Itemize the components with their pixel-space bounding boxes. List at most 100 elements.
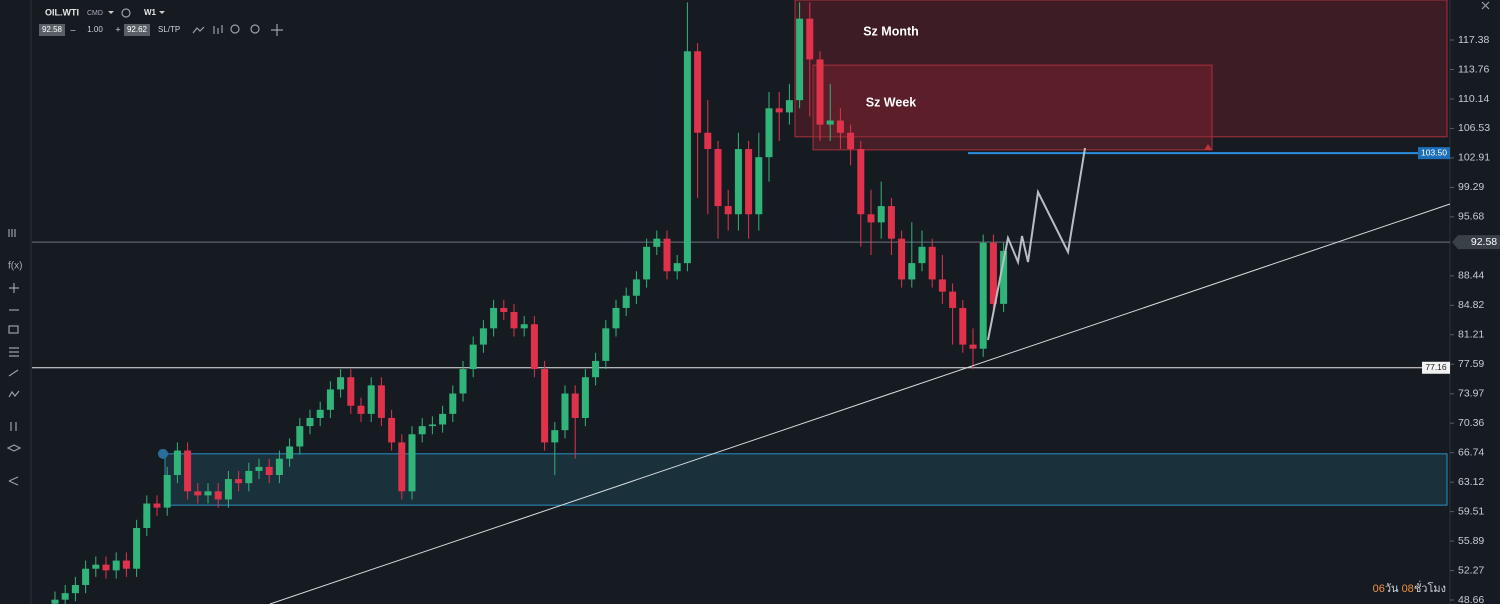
info-icon[interactable] bbox=[121, 8, 131, 18]
dropdown[interactable] bbox=[159, 11, 165, 14]
candle-body bbox=[745, 149, 753, 215]
tool[interactable] bbox=[8, 325, 19, 334]
bid[interactable]: 92.58 bbox=[42, 25, 63, 34]
candle-body bbox=[408, 434, 416, 492]
candle-body bbox=[847, 132, 855, 150]
candle-body bbox=[184, 450, 192, 492]
candle-body bbox=[102, 564, 110, 571]
y-tick-label: 55.89 bbox=[1458, 535, 1484, 547]
candle-body bbox=[388, 417, 396, 443]
candle-body bbox=[133, 527, 141, 569]
y-tick-label: 70.36 bbox=[1458, 417, 1484, 429]
y-tick-label: 77.59 bbox=[1458, 358, 1484, 370]
candle-body bbox=[632, 279, 640, 296]
candle-body bbox=[306, 417, 314, 427]
y-tick-label: 99.29 bbox=[1458, 181, 1484, 193]
y-tick-label: 81.21 bbox=[1458, 329, 1484, 341]
candle-body bbox=[755, 157, 763, 215]
minus[interactable]: – bbox=[70, 24, 75, 34]
candle-body bbox=[836, 120, 844, 133]
candle-body bbox=[979, 242, 987, 349]
tool[interactable] bbox=[8, 229, 16, 237]
candle-body bbox=[826, 120, 834, 125]
candle-body bbox=[500, 307, 508, 313]
candle-body bbox=[530, 324, 538, 370]
y-tick-label: 48.66 bbox=[1458, 594, 1484, 604]
candle-body bbox=[490, 307, 498, 329]
candle-body bbox=[479, 328, 487, 345]
candle-body bbox=[337, 377, 345, 390]
candle-body bbox=[245, 470, 253, 484]
close-icon[interactable] bbox=[1481, 1, 1490, 10]
tool[interactable] bbox=[8, 476, 19, 486]
plus[interactable]: + bbox=[115, 24, 120, 34]
candle-body bbox=[428, 424, 436, 427]
tool[interactable] bbox=[6, 444, 22, 452]
projection-path[interactable] bbox=[987, 147, 1086, 341]
y-tick-label: 63.12 bbox=[1458, 476, 1484, 488]
candle-body bbox=[418, 426, 426, 435]
candle-body bbox=[520, 324, 528, 329]
candle-body bbox=[796, 18, 804, 101]
tool[interactable] bbox=[8, 369, 19, 377]
crosshair-icon[interactable] bbox=[271, 24, 283, 36]
price-tag-label: 92.58 bbox=[1471, 236, 1497, 248]
candle-body bbox=[694, 51, 702, 133]
y-tick-label: 95.68 bbox=[1458, 211, 1484, 223]
ask[interactable]: 92.62 bbox=[127, 25, 148, 34]
candle-body bbox=[71, 585, 79, 594]
sltp[interactable]: SL/TP bbox=[158, 25, 180, 34]
y-tick-label: 117.38 bbox=[1458, 34, 1489, 46]
candle-body bbox=[51, 599, 59, 604]
candle-body bbox=[581, 377, 589, 418]
candle-body bbox=[92, 564, 100, 569]
y-tick-label: 113.76 bbox=[1458, 63, 1489, 75]
trend-line[interactable] bbox=[269, 203, 1451, 604]
candle-body bbox=[989, 242, 997, 304]
tool[interactable] bbox=[8, 390, 20, 398]
candle-body bbox=[326, 389, 334, 410]
y-tick-label: 84.82 bbox=[1458, 299, 1484, 311]
candle-body bbox=[602, 328, 610, 361]
tool[interactable]: f(x) bbox=[8, 261, 22, 272]
candle-body bbox=[561, 393, 569, 431]
candle-body bbox=[653, 238, 661, 247]
candle-body bbox=[959, 307, 967, 345]
dropdown[interactable] bbox=[108, 11, 114, 14]
tool[interactable] bbox=[9, 283, 19, 293]
y-tick-label: 52.27 bbox=[1458, 564, 1484, 576]
candle-body bbox=[122, 560, 130, 569]
zone[interactable] bbox=[794, 0, 1448, 138]
candle-body bbox=[663, 238, 671, 272]
tool[interactable] bbox=[9, 347, 19, 357]
candle-body bbox=[173, 450, 181, 476]
bars-icon[interactable] bbox=[213, 25, 223, 34]
candle-body bbox=[765, 108, 773, 158]
y-tick-label: 88.44 bbox=[1458, 270, 1484, 282]
timeframe[interactable]: W1 bbox=[144, 8, 157, 17]
symbol[interactable]: OIL.WTI bbox=[45, 7, 79, 17]
candle-body bbox=[877, 206, 885, 223]
candle-body bbox=[316, 409, 324, 418]
candle-body bbox=[377, 385, 385, 418]
line-icon[interactable] bbox=[192, 26, 205, 34]
candle-body bbox=[724, 206, 732, 215]
candle-body bbox=[928, 246, 936, 280]
zoom-in[interactable] bbox=[250, 24, 260, 34]
candle-body bbox=[734, 149, 742, 215]
candle-body bbox=[255, 466, 263, 471]
candle-body bbox=[275, 458, 283, 476]
zone[interactable] bbox=[812, 64, 1213, 151]
candle-body bbox=[887, 206, 895, 239]
zone[interactable] bbox=[164, 453, 1448, 506]
lot[interactable]: 1.00 bbox=[87, 25, 103, 34]
tool[interactable] bbox=[10, 422, 17, 431]
ask-box[interactable] bbox=[124, 24, 150, 36]
zoom-out[interactable] bbox=[230, 24, 240, 34]
bid-box[interactable] bbox=[39, 24, 65, 36]
candle-body bbox=[367, 385, 375, 414]
candle-body bbox=[224, 479, 232, 500]
candle-body bbox=[449, 393, 457, 414]
